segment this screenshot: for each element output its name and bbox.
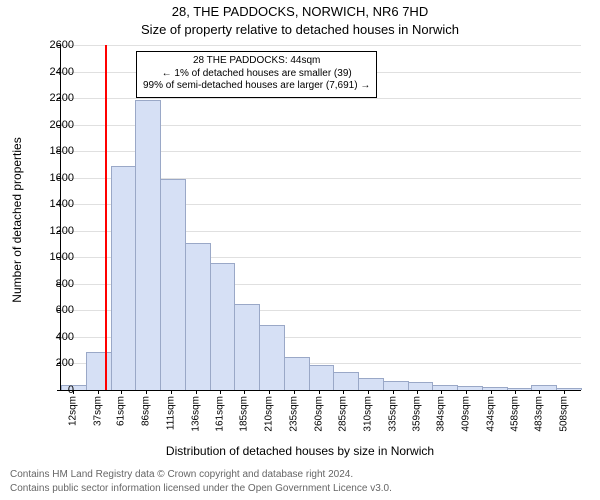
- x-tick: [441, 390, 442, 394]
- histogram-bar: [531, 385, 557, 390]
- x-tick-label: 335sqm: [387, 396, 398, 432]
- y-axis-label: Number of detached properties: [10, 30, 24, 410]
- histogram-bar: [556, 388, 582, 390]
- x-tick: [269, 390, 270, 394]
- x-tick-label: 409sqm: [461, 396, 472, 432]
- y-tick-label: 2000: [34, 119, 74, 131]
- histogram-bar: [309, 365, 335, 390]
- x-tick-label: 111sqm: [165, 396, 176, 430]
- histogram-bar: [432, 385, 458, 390]
- x-tick: [146, 390, 147, 394]
- histogram-bar: [160, 179, 186, 390]
- y-tick-label: 200: [34, 357, 74, 369]
- histogram-bar: [259, 325, 285, 390]
- histogram-bar: [234, 304, 260, 390]
- x-tick-label: 384sqm: [436, 396, 447, 432]
- callout-line2: ← 1% of detached houses are smaller (39): [143, 68, 370, 81]
- x-tick-label: 260sqm: [313, 396, 324, 432]
- x-tick: [539, 390, 540, 394]
- x-tick-label: 161sqm: [215, 396, 226, 432]
- x-tick: [368, 390, 369, 394]
- x-tick: [121, 390, 122, 394]
- y-tick-label: 400: [34, 331, 74, 343]
- histogram-bar: [210, 263, 236, 390]
- histogram-bar: [482, 387, 508, 390]
- plot-area: 12sqm37sqm61sqm86sqm111sqm136sqm161sqm18…: [60, 45, 581, 391]
- x-tick: [294, 390, 295, 394]
- y-tick-label: 1200: [34, 225, 74, 237]
- y-tick-label: 1400: [34, 198, 74, 210]
- x-tick: [515, 390, 516, 394]
- y-tick-label: 800: [34, 278, 74, 290]
- histogram-bar: [383, 381, 409, 390]
- x-tick-label: 210sqm: [264, 396, 275, 432]
- x-tick: [564, 390, 565, 394]
- x-tick: [196, 390, 197, 394]
- histogram-bar: [86, 352, 112, 390]
- x-tick-label: 12sqm: [67, 396, 78, 426]
- x-tick-label: 86sqm: [141, 396, 152, 426]
- callout-box: 28 THE PADDOCKS: 44sqm← 1% of detached h…: [136, 51, 377, 98]
- histogram-bar: [185, 243, 211, 390]
- x-tick: [98, 390, 99, 394]
- footer-text-2: Contains public sector information licen…: [10, 483, 590, 494]
- histogram-bar: [408, 382, 434, 390]
- y-tick-label: 2600: [34, 39, 74, 51]
- y-tick-label: 0: [34, 384, 74, 396]
- x-tick: [220, 390, 221, 394]
- callout-line3: 99% of semi-detached houses are larger (…: [143, 80, 370, 93]
- x-tick: [244, 390, 245, 394]
- x-tick-label: 458sqm: [509, 396, 520, 432]
- x-tick: [343, 390, 344, 394]
- x-axis-label: Distribution of detached houses by size …: [0, 444, 600, 458]
- histogram-bar: [507, 388, 533, 390]
- x-tick-label: 359sqm: [411, 396, 422, 432]
- y-gridline: [61, 45, 581, 46]
- x-tick-label: 285sqm: [338, 396, 349, 432]
- x-tick: [491, 390, 492, 394]
- histogram-bar: [457, 386, 483, 390]
- x-tick-label: 185sqm: [239, 396, 250, 432]
- chart-container: 28, THE PADDOCKS, NORWICH, NR6 7HD Size …: [0, 0, 600, 500]
- y-tick-label: 1600: [34, 172, 74, 184]
- histogram-bar: [333, 372, 359, 390]
- x-tick-label: 37sqm: [92, 396, 103, 426]
- y-tick-label: 2400: [34, 66, 74, 78]
- x-tick-label: 235sqm: [288, 396, 299, 432]
- x-tick-label: 136sqm: [190, 396, 201, 432]
- footer-text-1: Contains HM Land Registry data © Crown c…: [10, 469, 590, 480]
- x-tick: [393, 390, 394, 394]
- histogram-bar: [111, 166, 137, 390]
- histogram-bar: [358, 378, 384, 390]
- x-tick-label: 310sqm: [363, 396, 374, 432]
- y-tick-label: 2200: [34, 92, 74, 104]
- page-title-line2: Size of property relative to detached ho…: [0, 22, 600, 37]
- property-marker-line: [105, 45, 107, 390]
- x-tick-label: 61sqm: [116, 396, 127, 426]
- histogram-bar: [284, 357, 310, 390]
- y-tick-label: 1800: [34, 145, 74, 157]
- page-title-line1: 28, THE PADDOCKS, NORWICH, NR6 7HD: [0, 4, 600, 19]
- x-tick: [171, 390, 172, 394]
- y-tick-label: 600: [34, 304, 74, 316]
- x-tick: [319, 390, 320, 394]
- x-tick-label: 508sqm: [559, 396, 570, 432]
- x-tick-label: 434sqm: [485, 396, 496, 432]
- histogram-bar: [135, 100, 161, 390]
- x-tick: [417, 390, 418, 394]
- y-tick-label: 1000: [34, 251, 74, 263]
- callout-line1: 28 THE PADDOCKS: 44sqm: [143, 55, 370, 68]
- x-tick: [466, 390, 467, 394]
- x-tick-label: 483sqm: [534, 396, 545, 432]
